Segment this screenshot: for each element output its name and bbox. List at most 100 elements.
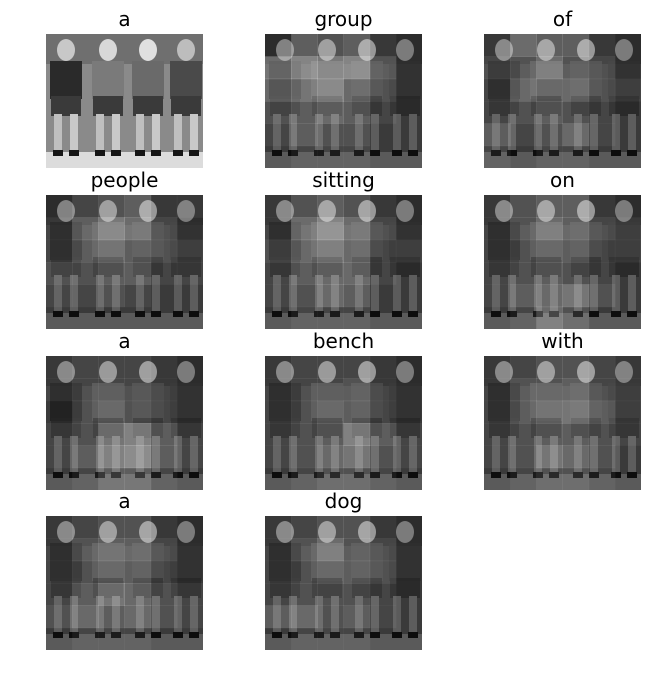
attention-cell (536, 445, 563, 469)
attention-cell (343, 445, 371, 469)
child-head (358, 200, 376, 222)
attention-cell (370, 307, 397, 329)
child-leg (174, 275, 182, 313)
attention-cell (614, 217, 641, 241)
attention-cell (369, 217, 397, 241)
child-leg (54, 114, 62, 152)
child-body (608, 61, 640, 99)
attention-cell (395, 423, 422, 446)
attention-cell (484, 468, 511, 490)
child-leg (612, 114, 620, 152)
child-shoe (189, 150, 199, 156)
child-shoe (491, 472, 501, 478)
attention-cell (395, 445, 422, 469)
attention-cell (265, 262, 292, 285)
child-body (269, 543, 301, 581)
child-shorts (51, 257, 81, 277)
child-head (57, 39, 75, 61)
attention-cell (588, 123, 616, 147)
attention-cell (291, 423, 318, 446)
attention-cell (291, 306, 318, 329)
attention-cell (510, 467, 537, 490)
child-shorts (489, 257, 519, 277)
child-head (396, 361, 414, 383)
attention-cell (124, 217, 152, 241)
attention-cell (615, 34, 641, 57)
child-leg (190, 114, 198, 152)
child-shoe (549, 472, 559, 478)
attention-cell (46, 307, 73, 329)
attention-cell (343, 605, 371, 629)
attention-cell (177, 468, 203, 490)
child-head (615, 361, 633, 383)
child-shoe (111, 150, 121, 156)
child-leg (273, 596, 281, 634)
child-leg (152, 596, 160, 634)
child-body (311, 543, 343, 581)
child-body (92, 543, 124, 581)
attention-cell (177, 516, 203, 539)
child-head (99, 200, 117, 222)
attention-cell (396, 605, 422, 628)
attention-cell (72, 445, 99, 469)
attention-cell (396, 561, 422, 584)
child-shorts (489, 418, 519, 438)
child-shoe (53, 311, 63, 317)
child-head (57, 200, 75, 222)
child-leg (612, 436, 620, 474)
child-leg (371, 596, 379, 634)
child-body (351, 222, 383, 260)
child-shoe (354, 472, 364, 478)
panel-word-label: with (541, 329, 584, 353)
attention-map-image (265, 195, 422, 329)
child-head (495, 39, 513, 61)
attention-cell (510, 239, 537, 263)
child-head (276, 521, 294, 543)
attention-cell (369, 356, 397, 379)
photo-svg (46, 195, 203, 329)
child-shoe (69, 632, 79, 638)
attention-cell (536, 356, 563, 379)
attention-cell (317, 101, 344, 124)
child-shoe (533, 311, 543, 317)
attention-cell (46, 605, 73, 629)
child-shoe (173, 472, 183, 478)
attention-cell (510, 306, 537, 329)
child-shoe (627, 311, 637, 317)
attention-cell (396, 34, 422, 57)
attention-cell (562, 356, 590, 379)
attention-cell (46, 217, 73, 241)
photo-svg (265, 516, 422, 650)
attention-cell (370, 284, 397, 307)
child-head (615, 200, 633, 222)
child-head (99, 39, 117, 61)
child-shoe (135, 150, 145, 156)
panel-word-label: of (552, 7, 573, 31)
attention-cell (615, 284, 641, 307)
child-leg (590, 436, 598, 474)
child-shoe (392, 472, 402, 478)
attention-cell (510, 217, 537, 241)
attention-veil (265, 34, 422, 168)
attention-cell (484, 56, 511, 80)
child-body (488, 222, 520, 260)
attention-cell (536, 145, 563, 168)
attention-cell (265, 356, 292, 379)
photo-ground (265, 474, 422, 490)
attention-cell (614, 356, 641, 379)
attention-cell (615, 307, 641, 329)
attention-cell (588, 217, 616, 241)
photo-ground (46, 634, 203, 650)
photo-svg (46, 34, 203, 168)
child-head (537, 39, 555, 61)
attention-cell (72, 605, 99, 629)
child-leg (273, 436, 281, 474)
child-shoe (69, 472, 79, 478)
attention-cell (343, 583, 371, 606)
child-shorts (571, 418, 601, 438)
child-leg (409, 114, 417, 152)
attention-cell (150, 217, 178, 241)
attention-cell (615, 123, 641, 146)
child-leg (628, 114, 636, 152)
attention-cell (484, 307, 511, 329)
